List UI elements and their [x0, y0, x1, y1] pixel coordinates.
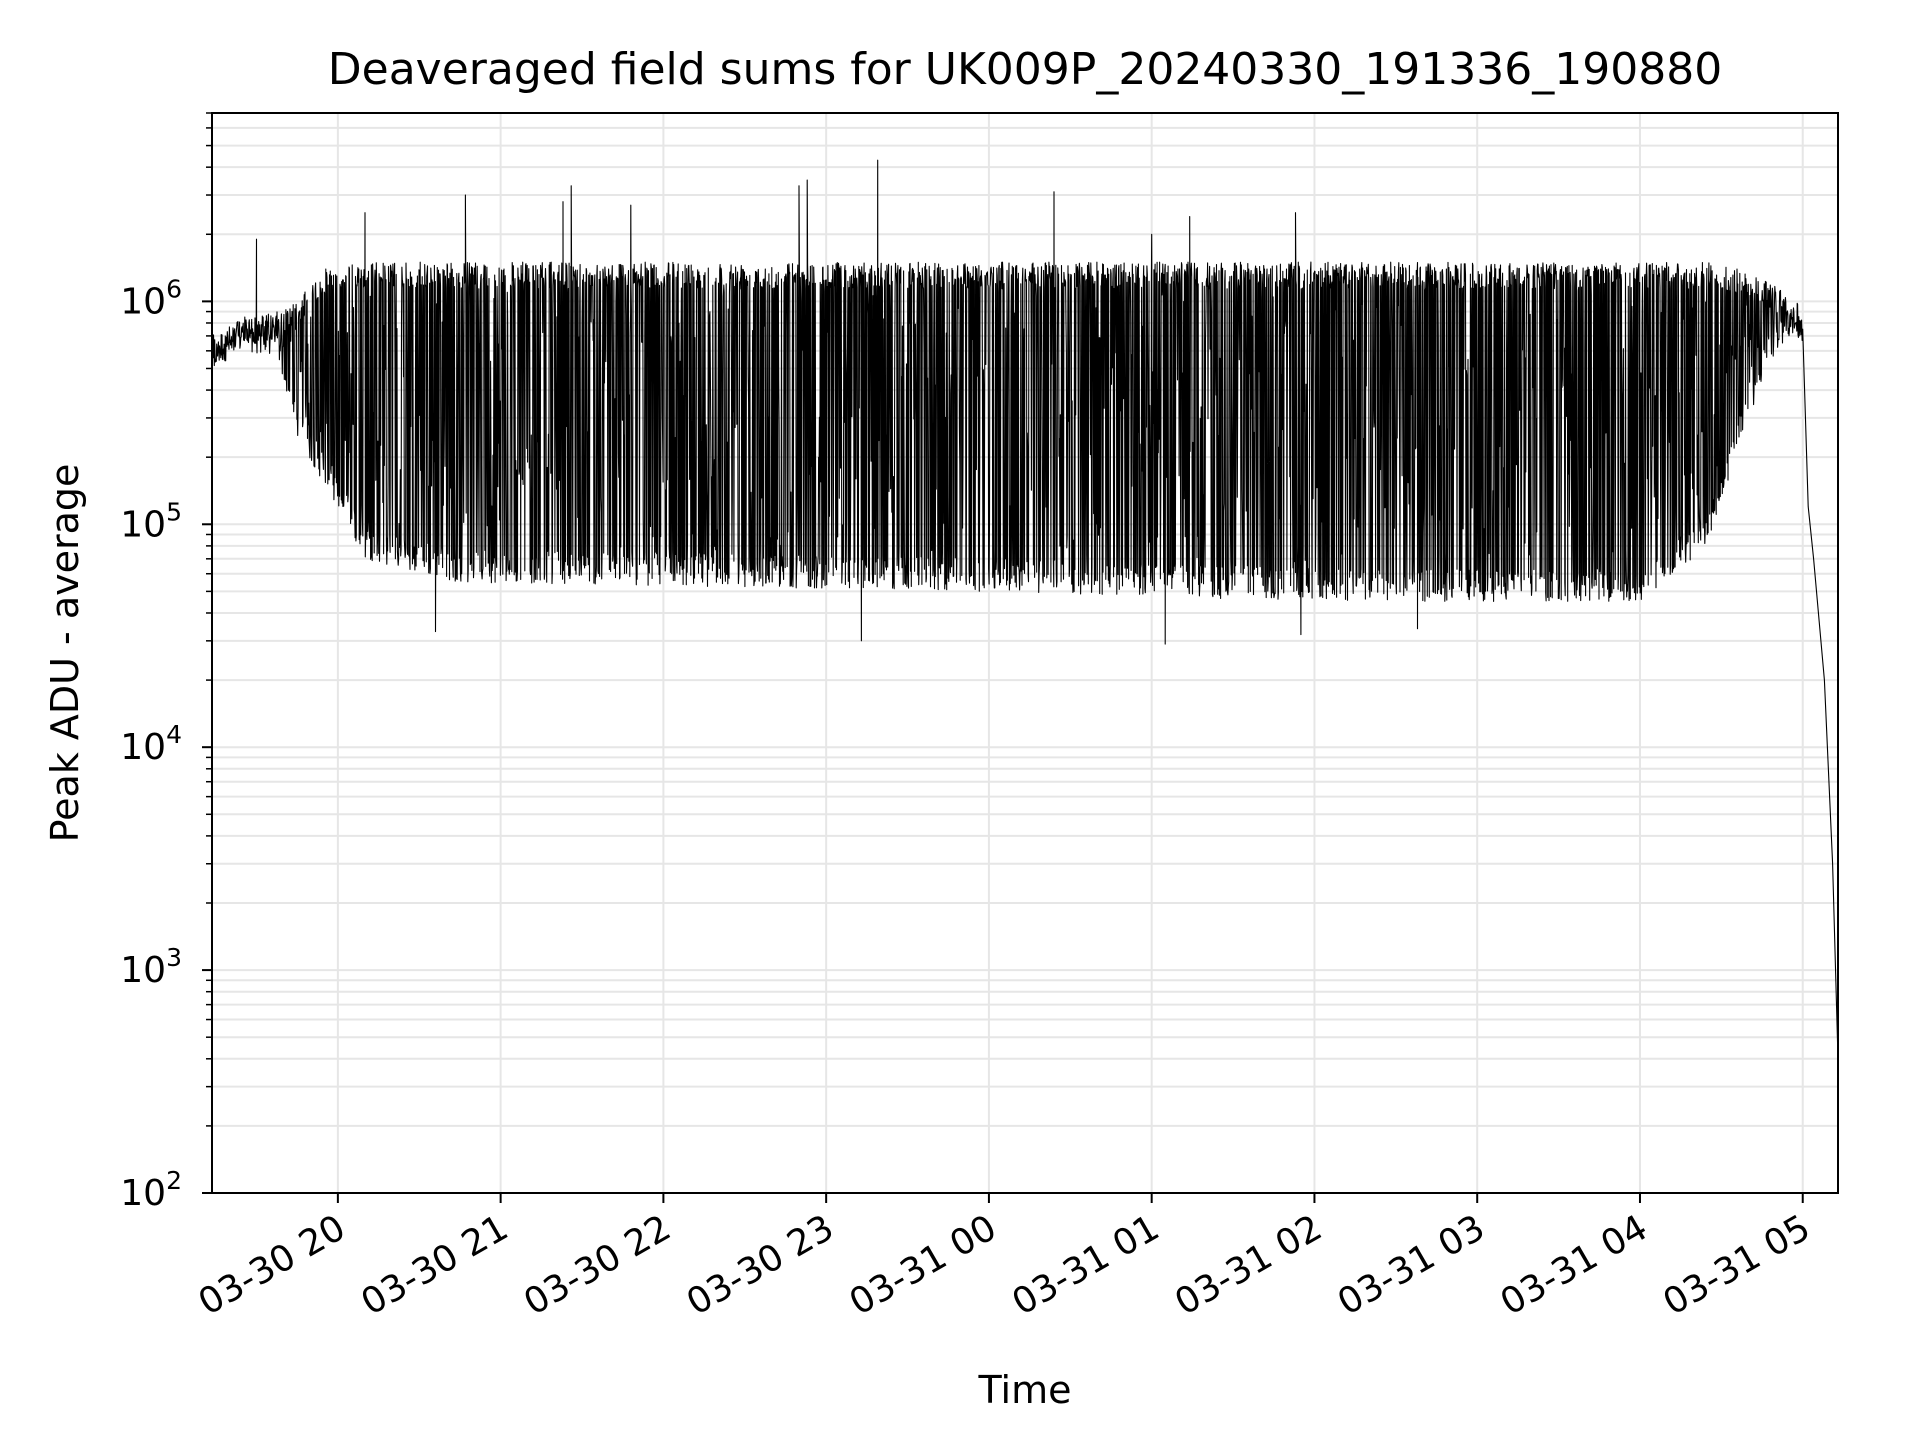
- y-tick-exponent: 6: [166, 274, 182, 303]
- chart-title: Deaveraged field sums for UK009P_2024033…: [328, 44, 1722, 95]
- y-axis-label: Peak ADU - average: [43, 464, 87, 843]
- y-tick-label: 104: [120, 720, 182, 768]
- y-tick-exponent: 4: [166, 720, 182, 749]
- y-tick-base: 10: [120, 281, 166, 322]
- y-tick-label: 106: [120, 274, 182, 322]
- y-tick-exponent: 2: [166, 1166, 182, 1195]
- y-tick-base: 10: [120, 1173, 166, 1214]
- y-tick-label: 105: [120, 497, 182, 545]
- y-tick-exponent: 3: [166, 943, 182, 972]
- plot-frame: [211, 112, 1839, 1194]
- series-line: [212, 159, 1839, 1059]
- y-tick-base: 10: [120, 950, 166, 991]
- x-axis-label: Time: [978, 1368, 1072, 1412]
- y-tick-base: 10: [120, 727, 166, 768]
- y-tick-base: 10: [120, 504, 166, 545]
- y-tick-exponent: 5: [166, 497, 182, 526]
- y-tick-label: 102: [120, 1166, 182, 1214]
- data-layer: [212, 159, 1839, 1059]
- y-tick-label: 103: [120, 943, 182, 991]
